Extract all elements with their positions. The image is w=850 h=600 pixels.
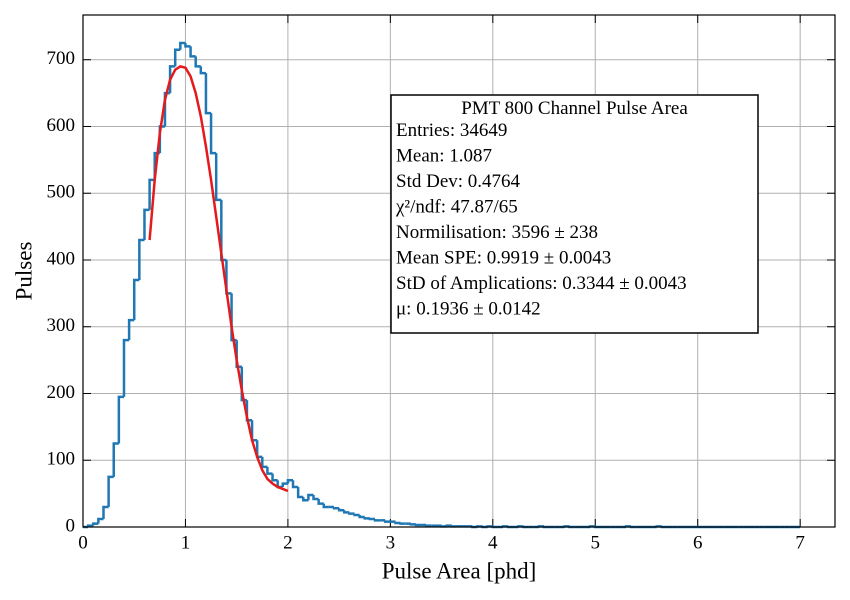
histogram-bin: [302, 496, 309, 502]
histogram-bin: [332, 506, 340, 510]
histogram-bin: [91, 522, 99, 526]
histogram-bin: [317, 498, 324, 505]
stats-line: χ²/ndf: 47.87/65: [395, 197, 518, 218]
stats-line: Mean: 1.087: [396, 146, 492, 167]
x-tick-label: 7: [795, 532, 805, 553]
histogram-bin: [179, 41, 186, 50]
histogram-bin: [204, 73, 212, 115]
stats-line: Normilisation: 3596 ± 238: [396, 222, 598, 243]
histogram-bin: [337, 508, 345, 512]
histogram-bin: [414, 523, 422, 527]
histogram-bin: [363, 516, 370, 520]
histogram-bin: [138, 238, 145, 281]
histogram-bin: [450, 525, 457, 528]
y-tick-label: 600: [47, 115, 76, 136]
stats-line: Mean SPE: 0.9919 ± 0.0043: [396, 248, 611, 269]
histogram-bin: [261, 456, 268, 469]
y-tick-label: 500: [47, 182, 76, 203]
histogram-bin: [307, 493, 314, 501]
stats-line: Entries: 34649: [396, 120, 507, 141]
histogram-bin: [424, 524, 432, 527]
histogram-bin: [112, 442, 119, 477]
histogram-bin: [143, 208, 150, 240]
histogram-bin: [117, 395, 124, 444]
histogram-bin: [148, 178, 155, 210]
histogram-bin: [368, 517, 375, 521]
histogram-bin: [189, 46, 196, 58]
histogram-bin: [240, 366, 247, 402]
stats-line: StD of Amplications: 0.3344 ± 0.0043: [396, 273, 687, 294]
histogram-bin: [127, 318, 135, 341]
histogram-bin: [102, 505, 109, 519]
histogram-bin: [291, 480, 299, 489]
plot-frame: [82, 14, 836, 528]
histogram-bin: [271, 473, 278, 482]
histogram-bin: [214, 153, 222, 202]
x-tick-label: 2: [283, 532, 293, 553]
histogram-bin: [163, 91, 171, 127]
stats-box: [390, 94, 759, 334]
y-tick-label: 0: [66, 515, 76, 536]
x-tick-label: 1: [181, 532, 191, 553]
histogram-bin: [173, 48, 181, 67]
x-tick-label: 4: [488, 532, 498, 553]
histogram-bin: [230, 293, 237, 342]
y-axis-label: Pulses: [11, 242, 36, 301]
stats-line: Std Dev: 0.4764: [396, 171, 521, 192]
x-tick-label: 6: [693, 532, 703, 553]
y-tick-label: 300: [47, 315, 76, 336]
fit-line: [148, 65, 289, 493]
histogram-bin: [286, 479, 294, 484]
x-tick-label: 3: [386, 532, 396, 553]
histogram-bin: [373, 518, 381, 522]
y-tick-label: 400: [47, 248, 76, 269]
histogram-bin: [343, 510, 350, 514]
histogram-bin: [281, 482, 288, 487]
y-tick-label: 700: [47, 48, 76, 69]
histogram-bin: [199, 66, 206, 75]
histogram-bin: [132, 278, 140, 321]
histogram-bin: [194, 56, 201, 68]
y-tick-label: 100: [47, 449, 76, 470]
histogram-bin: [445, 524, 452, 527]
histogram-bin: [255, 440, 263, 459]
histogram-bin: [266, 466, 273, 475]
histogram-bin: [97, 517, 104, 524]
histogram-bin: [440, 525, 447, 528]
histogram-bin: [296, 486, 304, 499]
stats-line: μ: 0.1936 ± 0.0142: [396, 299, 541, 320]
histogram-bin: [383, 520, 391, 523]
x-tick-label: 5: [591, 532, 601, 553]
x-axis-label: Pulse Area [phd]: [382, 558, 537, 583]
histogram-bin: [353, 513, 360, 517]
y-tick-label: 200: [47, 382, 76, 403]
stats-title: PMT 800 Channel Pulse Area: [461, 98, 688, 119]
histogram-bin: [358, 514, 365, 519]
histogram-bin: [322, 503, 329, 509]
histogram-bin: [250, 420, 258, 442]
histogram-bin: [209, 113, 217, 155]
histogram-bin: [312, 494, 319, 501]
histogram-bin: [394, 521, 401, 525]
histogram-bin: [122, 338, 130, 397]
x-tick-label: 0: [78, 532, 88, 553]
histogram-bin: [409, 523, 416, 526]
histogram-bin: [399, 522, 406, 525]
histogram-bin: [107, 475, 114, 507]
histogram-bin: [184, 43, 191, 48]
histogram-bin: [348, 512, 355, 515]
